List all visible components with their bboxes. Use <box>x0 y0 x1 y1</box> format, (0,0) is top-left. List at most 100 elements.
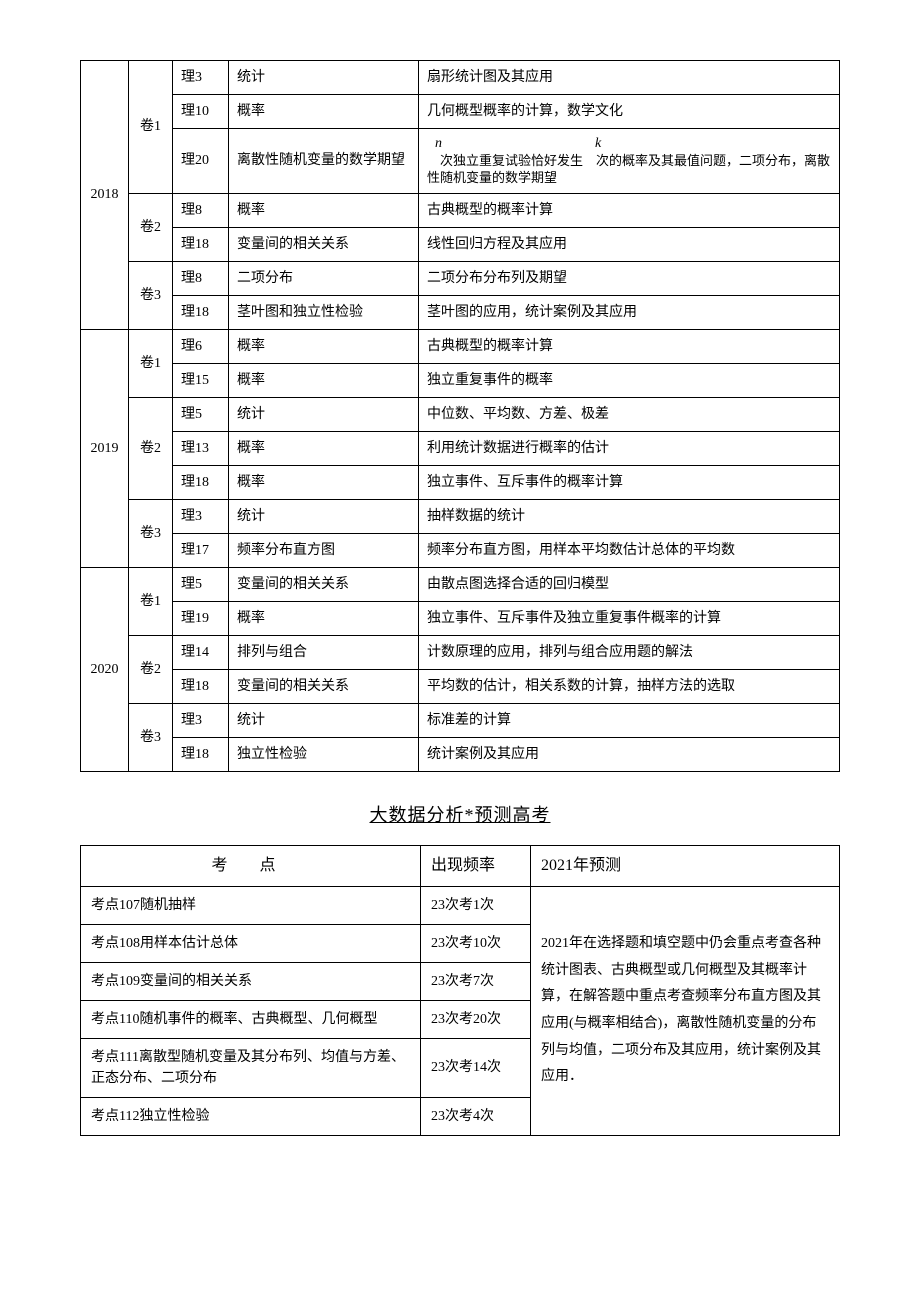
topic-cell: 概率 <box>229 95 419 129</box>
volume-cell: 卷1 <box>129 329 173 397</box>
header-pred: 2021年预测 <box>531 845 840 886</box>
table-row: 卷3理8二项分布二项分布分布列及期望 <box>81 261 840 295</box>
kaodian-cell: 考点108用样本估计总体 <box>81 924 421 962</box>
topic-cell: 变量间的相关关系 <box>229 567 419 601</box>
description-cell: 扇形统计图及其应用 <box>419 61 840 95</box>
description-cell: 独立事件、互斥事件的概率计算 <box>419 465 840 499</box>
question-number-cell: 理5 <box>173 397 229 431</box>
header-kp: 考 点 <box>81 845 421 886</box>
kaodian-cell: 考点112独立性检验 <box>81 1097 421 1135</box>
topic-cell: 统计 <box>229 61 419 95</box>
topic-cell: 概率 <box>229 431 419 465</box>
question-number-cell: 理13 <box>173 431 229 465</box>
question-number-cell: 理3 <box>173 61 229 95</box>
topic-cell: 频率分布直方图 <box>229 533 419 567</box>
table-row: 理17频率分布直方图频率分布直方图，用样本平均数估计总体的平均数 <box>81 533 840 567</box>
description-cell: 古典概型的概率计算 <box>419 329 840 363</box>
table-row: 卷2理5统计中位数、平均数、方差、极差 <box>81 397 840 431</box>
table-row: 2020卷1理5变量间的相关关系由散点图选择合适的回归模型 <box>81 567 840 601</box>
description-cell: 古典概型的概率计算 <box>419 193 840 227</box>
prediction-text-cell: 2021年在选择题和填空题中仍会重点考查各种统计图表、古典概型或几何概型及其概率… <box>531 886 840 1135</box>
year-cell: 2020 <box>81 567 129 771</box>
table-row: 理18独立性检验统计案例及其应用 <box>81 737 840 771</box>
question-number-cell: 理20 <box>173 129 229 194</box>
table-row: 卷3理3统计抽样数据的统计 <box>81 499 840 533</box>
description-cell: 中位数、平均数、方差、极差 <box>419 397 840 431</box>
description-cell: 几何概型概率的计算，数学文化 <box>419 95 840 129</box>
prediction-table: 考 点 出现频率 2021年预测 考点107随机抽样23次考1次2021年在选择… <box>80 845 840 1136</box>
prediction-row: 考点107随机抽样23次考1次2021年在选择题和填空题中仍会重点考查各种统计图… <box>81 886 840 924</box>
question-number-cell: 理6 <box>173 329 229 363</box>
table-row: 卷2理8概率古典概型的概率计算 <box>81 193 840 227</box>
table-row: 理13概率利用统计数据进行概率的估计 <box>81 431 840 465</box>
question-number-cell: 理19 <box>173 601 229 635</box>
table-row: 理18变量间的相关关系平均数的估计，相关系数的计算，抽样方法的选取 <box>81 669 840 703</box>
topic-cell: 概率 <box>229 193 419 227</box>
volume-cell: 卷2 <box>129 397 173 499</box>
description-cell: 利用统计数据进行概率的估计 <box>419 431 840 465</box>
table-row: 卷2理14排列与组合计数原理的应用，排列与组合应用题的解法 <box>81 635 840 669</box>
question-number-cell: 理18 <box>173 227 229 261</box>
description-cell: 二项分布分布列及期望 <box>419 261 840 295</box>
frequency-cell: 23次考20次 <box>421 1000 531 1038</box>
kaodian-cell: 考点109变量间的相关关系 <box>81 962 421 1000</box>
question-number-cell: 理3 <box>173 499 229 533</box>
description-cell: 独立事件、互斥事件及独立重复事件概率的计算 <box>419 601 840 635</box>
table-row: 理15概率独立重复事件的概率 <box>81 363 840 397</box>
topic-cell: 二项分布 <box>229 261 419 295</box>
description-cell: 频率分布直方图，用样本平均数估计总体的平均数 <box>419 533 840 567</box>
topic-cell: 统计 <box>229 703 419 737</box>
table-row: 卷3理3统计标准差的计算 <box>81 703 840 737</box>
volume-cell: 卷1 <box>129 567 173 635</box>
topic-cell: 概率 <box>229 601 419 635</box>
volume-cell: 卷1 <box>129 61 173 194</box>
table-row: 理18茎叶图和独立性检验茎叶图的应用，统计案例及其应用 <box>81 295 840 329</box>
year-cell: 2018 <box>81 61 129 330</box>
topic-cell: 概率 <box>229 363 419 397</box>
kaodian-cell: 考点110随机事件的概率、古典概型、几何概型 <box>81 1000 421 1038</box>
topic-cell: 变量间的相关关系 <box>229 669 419 703</box>
question-number-cell: 理18 <box>173 669 229 703</box>
description-cell: 标准差的计算 <box>419 703 840 737</box>
topic-cell: 变量间的相关关系 <box>229 227 419 261</box>
frequency-cell: 23次考7次 <box>421 962 531 1000</box>
volume-cell: 卷2 <box>129 193 173 261</box>
volume-cell: 卷3 <box>129 499 173 567</box>
question-number-cell: 理18 <box>173 465 229 499</box>
topic-cell: 统计 <box>229 397 419 431</box>
table-row: 理10概率几何概型概率的计算，数学文化 <box>81 95 840 129</box>
section-title-text: 大数据分析*预测高考 <box>366 800 555 831</box>
topic-cell: 统计 <box>229 499 419 533</box>
kaodian-cell: 考点111离散型随机变量及其分布列、均值与方差、正态分布、二项分布 <box>81 1038 421 1097</box>
table-row: 理20离散性随机变量的数学期望nk 次独立重复试验恰好发生 次的概率及其最值问题… <box>81 129 840 194</box>
volume-cell: 卷3 <box>129 261 173 329</box>
section-title: 大数据分析*预测高考 <box>80 800 840 831</box>
question-number-cell: 理18 <box>173 295 229 329</box>
volume-cell: 卷3 <box>129 703 173 771</box>
frequency-cell: 23次考14次 <box>421 1038 531 1097</box>
question-number-cell: 理17 <box>173 533 229 567</box>
topic-cell: 独立性检验 <box>229 737 419 771</box>
table-row: 理18变量间的相关关系线性回归方程及其应用 <box>81 227 840 261</box>
topic-cell: 概率 <box>229 329 419 363</box>
table-row: 2018卷1理3统计扇形统计图及其应用 <box>81 61 840 95</box>
topic-cell: 茎叶图和独立性检验 <box>229 295 419 329</box>
prediction-table-header-row: 考 点 出现频率 2021年预测 <box>81 845 840 886</box>
description-cell: nk 次独立重复试验恰好发生 次的概率及其最值问题，二项分布，离散性随机变量的数… <box>419 129 840 194</box>
description-cell: 统计案例及其应用 <box>419 737 840 771</box>
description-cell: 线性回归方程及其应用 <box>419 227 840 261</box>
description-cell: 由散点图选择合适的回归模型 <box>419 567 840 601</box>
description-cell: 抽样数据的统计 <box>419 499 840 533</box>
question-number-cell: 理15 <box>173 363 229 397</box>
description-cell: 独立重复事件的概率 <box>419 363 840 397</box>
question-number-cell: 理8 <box>173 193 229 227</box>
volume-cell: 卷2 <box>129 635 173 703</box>
frequency-cell: 23次考4次 <box>421 1097 531 1135</box>
description-cell: 平均数的估计，相关系数的计算，抽样方法的选取 <box>419 669 840 703</box>
question-number-cell: 理8 <box>173 261 229 295</box>
topic-cell: 离散性随机变量的数学期望 <box>229 129 419 194</box>
question-number-cell: 理3 <box>173 703 229 737</box>
frequency-cell: 23次考10次 <box>421 924 531 962</box>
topic-cell: 排列与组合 <box>229 635 419 669</box>
question-number-cell: 理14 <box>173 635 229 669</box>
